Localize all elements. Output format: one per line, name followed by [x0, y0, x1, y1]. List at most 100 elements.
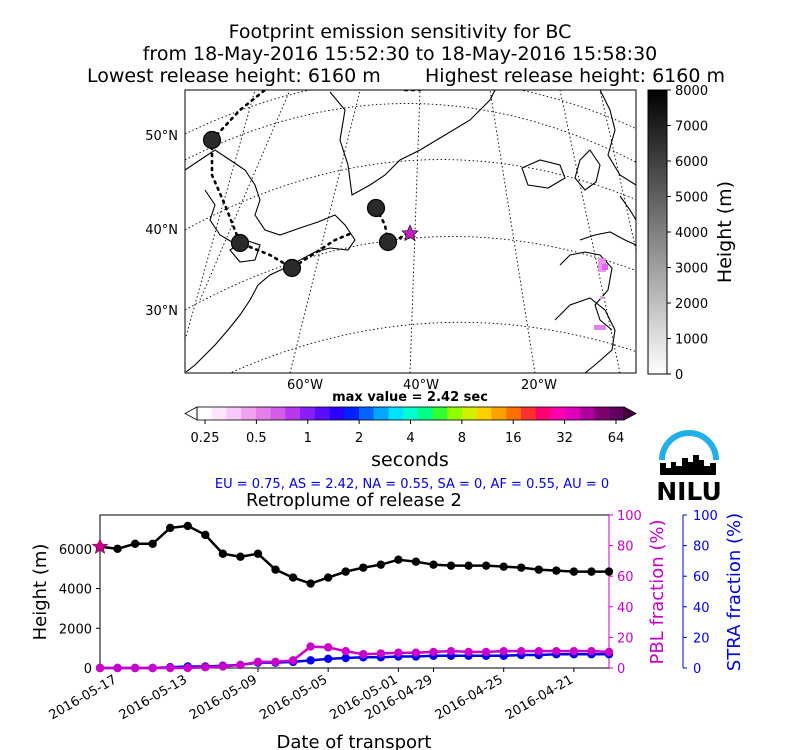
- sensitivity-colorbar-tick-label: 32: [556, 431, 573, 446]
- graticule: [185, 90, 636, 373]
- sensitivity-colorbar-cell: [520, 407, 537, 420]
- pbl-series-point: [376, 649, 386, 658]
- stra-series-line: [100, 652, 609, 670]
- sensitivity-colorbar-cell: [579, 407, 595, 420]
- sensitivity-colorbar-tick-label: 8: [458, 431, 466, 446]
- sensitivity-colorbar-cell: [300, 407, 316, 420]
- pbl-series-point: [253, 657, 263, 667]
- pbl-series-point: [552, 646, 561, 656]
- height-colorbar-ticks: 8000 7000 6000 5000 4000 3000 2000 1000 0: [667, 84, 708, 383]
- height-axis: 0 2000 4000 6000: [59, 543, 100, 677]
- sensitivity-colorbar-cell: [447, 407, 463, 420]
- height-axis-tick-label: 4000: [59, 583, 92, 598]
- stra-axis-tick-label: 20: [693, 631, 710, 646]
- lon-label: 40°W: [403, 378, 439, 393]
- date-axis-tick-label: 2016-05-17: [47, 672, 120, 723]
- sensitivity-colorbar-cell: [535, 407, 551, 420]
- sensitivity-colorbar-cell: [506, 407, 522, 420]
- height-colorbar: 8000 7000 6000 5000 4000 3000 2000 1000 0 Height…: [647, 84, 736, 383]
- height-series-point: [341, 567, 350, 576]
- sensitivity-colorbar-cell: [270, 407, 286, 420]
- sensitivity-colorbar-cell: [609, 407, 625, 420]
- timeseries-frame: [99, 514, 610, 669]
- sensitivity-colorbar-cell: [197, 407, 213, 420]
- map-content: [185, 90, 636, 373]
- stra-axis-tick-label: 100: [693, 509, 718, 524]
- height-colorbar-tick-label: 2000: [675, 297, 708, 312]
- height-series-point: [552, 566, 561, 575]
- height-series-point: [218, 549, 228, 558]
- pbl-axis-tick-label: 40: [617, 601, 634, 616]
- sensitivity-colorbar-cell: [403, 407, 419, 420]
- stra-axis: 0 20 40 60 80 100: [683, 509, 718, 677]
- pbl-series-point: [236, 660, 245, 670]
- sensitivity-colorbar: 0.25 0.5 1 2 4 8 16 32 64 seconds: [184, 406, 637, 471]
- height-series-point: [148, 539, 157, 549]
- nilu-logo-skyline: [660, 455, 716, 475]
- sensitivity-colorbar-cell: [462, 407, 478, 420]
- series-layer: [91, 521, 614, 673]
- lat-label: 30°N: [145, 304, 178, 319]
- height-series-point: [183, 521, 192, 531]
- pbl-series-point: [183, 663, 192, 673]
- date-axis-tick-label: 2016-05-13: [117, 672, 190, 723]
- pbl-axis-label: PBL fraction (%): [647, 520, 668, 665]
- height-axis-tick-label: 0: [84, 662, 92, 677]
- sensitivity-colorbar-tick-label: 2: [355, 431, 363, 446]
- lat-label: 40°N: [145, 223, 178, 238]
- nilu-logo-text: NILU: [656, 477, 722, 506]
- height-colorbar-tick-label: 8000: [675, 84, 708, 99]
- stra-series-point: [306, 656, 315, 665]
- height-series-point: [429, 560, 438, 569]
- pbl-series-point: [341, 646, 350, 656]
- sensitivity-colorbar-cell: [432, 407, 448, 420]
- pbl-series-point: [604, 647, 614, 657]
- chart-title-line1: Footprint emission sensitivity for BC: [228, 21, 572, 43]
- height-series-point: [130, 539, 140, 549]
- sensitivity-colorbar-cell: [241, 407, 257, 420]
- height-series-point: [166, 523, 175, 533]
- height-colorbar-tick-label: 7000: [675, 120, 708, 135]
- height-colorbar-tick-label: 0: [675, 368, 683, 383]
- stra-axis-label: STRA fraction (%): [724, 513, 745, 671]
- sensitivity-colorbar-cell: [329, 407, 345, 420]
- stra-axis-tick-label: 80: [693, 540, 710, 555]
- height-series-point: [271, 565, 280, 574]
- height-series-point: [376, 560, 386, 569]
- height-series-point: [306, 579, 315, 588]
- coastlines: [185, 90, 636, 373]
- pbl-axis-tick-label: 100: [617, 509, 642, 524]
- date-axis-tick-label: 2016-05-09: [187, 672, 260, 723]
- sensitivity-colorbar-cell: [226, 407, 242, 420]
- sensitivity-colorbar-cell: [255, 407, 272, 420]
- stra-axis-tick-label: 60: [693, 570, 710, 585]
- height-colorbar-label: Height (m): [714, 181, 736, 283]
- pbl-series-point: [499, 646, 508, 656]
- sensitivity-colorbar-tick-label: 0.5: [246, 431, 267, 446]
- sensitivity-colorbar-cell: [388, 407, 404, 420]
- pbl-series-point: [288, 656, 298, 665]
- pbl-series-point: [113, 663, 122, 673]
- lon-label: 60°W: [287, 378, 323, 393]
- stra-series-point: [341, 653, 350, 663]
- lowest-release-height: Lowest release height: 6160 m: [87, 65, 381, 87]
- pbl-series-point: [166, 663, 175, 673]
- height-series-line: [99, 524, 609, 585]
- pbl-series-point: [446, 646, 456, 656]
- sensitivity-colorbar-cell: [358, 407, 375, 420]
- height-colorbar-tick-label: 5000: [675, 191, 708, 206]
- sensitivity-colorbar-cell: [314, 407, 330, 420]
- sensitivity-patches: [594, 258, 608, 330]
- sensitivity-colorbar-cell: [476, 407, 492, 420]
- height-series-point: [253, 549, 263, 558]
- height-axis-label: Height (m): [30, 544, 51, 641]
- pbl-series-point: [569, 646, 579, 656]
- pbl-axis-tick-label: 20: [617, 631, 634, 646]
- pbl-series-point: [306, 642, 315, 651]
- sensitivity-colorbar-tick-label: 1: [304, 431, 312, 446]
- pbl-series-point: [587, 646, 596, 656]
- height-colorbar-gradient: [647, 89, 668, 375]
- height-axis-tick-label: 2000: [59, 622, 92, 637]
- nilu-logo-arc: [659, 430, 719, 461]
